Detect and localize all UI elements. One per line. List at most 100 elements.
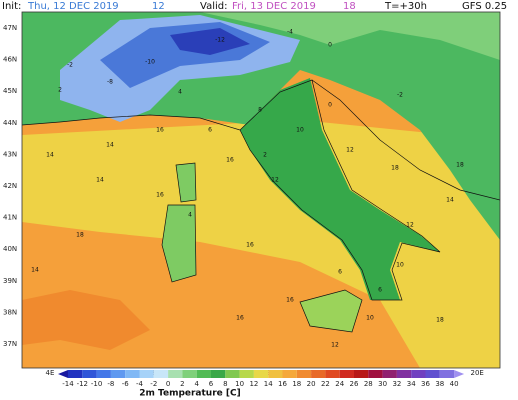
colorbar-swatch — [182, 370, 197, 378]
colorbar-label: -8 — [107, 380, 114, 388]
map-value-label: 10 — [396, 262, 404, 269]
sardinia — [162, 205, 196, 282]
colorbar-label: -10 — [91, 380, 102, 388]
italy — [240, 78, 440, 300]
map-value-label: 6 — [338, 269, 342, 276]
lat-tick: 47N — [3, 24, 17, 32]
lat-tick: 40N — [3, 245, 17, 253]
lead-time: T=+30h — [384, 1, 427, 12]
map-value-label: 16 — [286, 297, 294, 304]
map-value-label: 16 — [226, 157, 234, 164]
colorbar-swatch — [325, 370, 340, 378]
colorbar-label: 28 — [364, 380, 373, 388]
field-warm — [22, 290, 150, 350]
colorbar-end — [454, 370, 465, 378]
sicily — [300, 290, 362, 332]
colorbar-label: -2 — [150, 380, 157, 388]
colorbar-label: 22 — [321, 380, 330, 388]
map-value-label: -2 — [397, 92, 403, 99]
colorbar-label: 14 — [264, 380, 273, 388]
colorbar-swatch — [225, 370, 240, 378]
colorbar-label: 8 — [223, 380, 227, 388]
init-hour: 12 — [152, 1, 165, 12]
map-value-label: 18 — [436, 317, 444, 324]
map-value-label: 2 — [263, 152, 267, 159]
map-frame — [21, 11, 501, 369]
valid-date: Fri, 13 DEC 2019 — [232, 1, 316, 12]
colorbar-label: 40 — [450, 380, 459, 388]
map-value-label: 14 — [106, 142, 114, 149]
lat-tick: 46N — [3, 56, 17, 64]
init-date: Thu, 12 DEC 2019 — [27, 1, 119, 12]
colorbar-label: 34 — [407, 380, 416, 388]
colorbar-swatch — [82, 370, 97, 378]
colorbar-swatch — [396, 370, 412, 378]
map-value-label: 2 — [58, 87, 62, 94]
map-value-label: 8 — [258, 107, 262, 114]
map-value-label: -8 — [107, 79, 113, 86]
map-value-label: 14 — [96, 177, 104, 184]
colorbar-label: -6 — [122, 380, 130, 388]
colorbar-label: 30 — [378, 380, 387, 388]
colorbar-swatch — [96, 370, 111, 378]
colorbar-swatch — [296, 370, 312, 378]
colorbar-swatch — [425, 370, 440, 378]
map-value-label: -4 — [287, 29, 293, 36]
lat-tick: 45N — [3, 87, 17, 95]
colorbar-label: 18 — [292, 380, 301, 388]
map-value-label: 4 — [178, 89, 182, 96]
colorbar-swatch — [196, 370, 211, 378]
valid-hour: 18 — [343, 1, 356, 12]
colorbar-swatch — [339, 370, 354, 378]
colorbar-swatch — [382, 370, 397, 378]
map-area — [21, 11, 501, 369]
colorbar-label: 0 — [166, 380, 170, 388]
colorbar-swatch — [125, 370, 140, 378]
colorbar-label: 26 — [350, 380, 359, 388]
coastline — [22, 79, 500, 333]
colorbar-swatch — [153, 370, 169, 378]
map-value-label: 12 — [271, 177, 279, 184]
map-value-label: 16 — [236, 315, 244, 322]
colorbar-label: 10 — [235, 380, 244, 388]
lat-tick: 41N — [3, 214, 17, 222]
colorbar-swatch — [282, 370, 297, 378]
colorbar-swatch — [168, 370, 183, 378]
map-value-label: -10 — [145, 59, 155, 66]
colorbar-label: 36 — [421, 380, 430, 388]
init-label: Init: — [2, 1, 21, 12]
map-value-label: -2 — [67, 62, 73, 69]
map-value-label: 10 — [366, 315, 374, 322]
map-value-label: 10 — [296, 127, 304, 134]
colorbar-label: 2 — [180, 380, 184, 388]
header: Init: Thu, 12 DEC 2019 12 Valid: Fri, 13… — [2, 1, 507, 12]
colorbar-label: -4 — [136, 380, 144, 388]
map-value-label: 14 — [46, 152, 54, 159]
valid-label: Valid: — [200, 1, 227, 12]
colorbar-label: 24 — [335, 380, 344, 388]
map-value-label: 16 — [246, 242, 254, 249]
map-value-label: 12 — [346, 147, 354, 154]
colorbar-label: 12 — [249, 380, 258, 388]
model: GFS 0.25 — [462, 1, 507, 12]
colorbar-label: 4 — [194, 380, 199, 388]
lat-tick: 44N — [3, 119, 17, 127]
colorbar-label: 20 — [307, 380, 316, 388]
map-value-label: 16 — [156, 127, 164, 134]
colorbar-swatch — [253, 370, 269, 378]
field-lightgreen — [22, 12, 500, 60]
colorbar-label: 16 — [278, 380, 287, 388]
map-value-label: 16 — [156, 192, 164, 199]
lon-tick: 4E — [46, 369, 55, 377]
lat-tick: 43N — [3, 150, 17, 158]
lon-tick: 20E — [471, 369, 484, 377]
lat-tick: 42N — [3, 182, 17, 190]
colorbar-swatch — [368, 370, 383, 378]
map-value-label: 12 — [331, 342, 339, 349]
colorbar-swatch — [268, 370, 283, 378]
field-coldest — [170, 28, 250, 55]
map-value-label: 14 — [446, 197, 454, 204]
colorbar-swatch — [239, 370, 254, 378]
map-value-label: 14 — [31, 267, 39, 274]
